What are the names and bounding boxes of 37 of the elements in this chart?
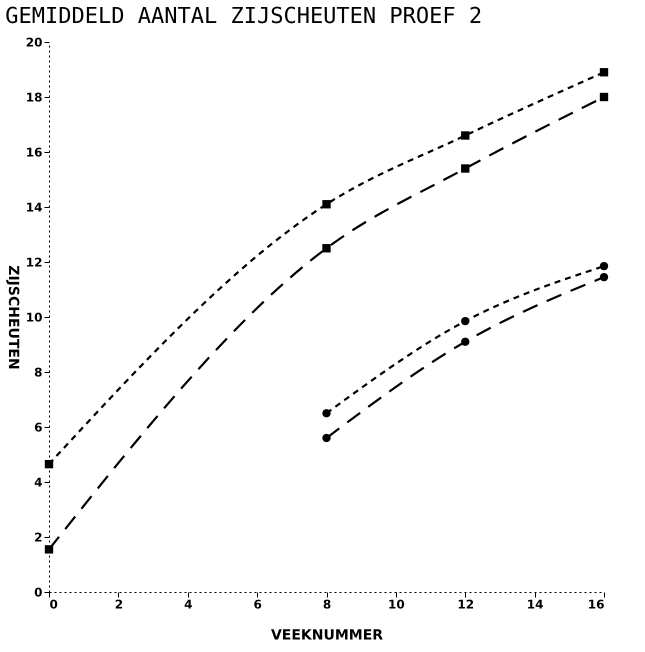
x-tick-label: 12 (457, 598, 474, 612)
x-tick-label: 2 (114, 598, 124, 612)
point (44, 460, 54, 468)
point (322, 244, 331, 252)
point (600, 68, 608, 76)
point (322, 409, 331, 418)
point (322, 200, 331, 208)
x-tick-label: 6 (253, 598, 262, 612)
y-tick-label: 6 (34, 420, 42, 434)
x-axis-title: VEEKNUMMER (270, 628, 384, 644)
x-tick-label: 14 (526, 598, 544, 612)
point (461, 164, 470, 173)
y-tick-label: 0 (34, 586, 42, 600)
point (461, 316, 470, 326)
x-tick-label: 8 (322, 598, 332, 612)
point (44, 545, 54, 554)
point (600, 272, 608, 282)
y-tick-label: 16 (26, 146, 42, 160)
x-tick-label: 10 (388, 598, 405, 612)
y-tick-label: 12 (26, 256, 42, 270)
y-tick-label: 2 (34, 530, 42, 544)
chart-title: GEMIDDELD AANTAL ZIJSCHEUTEN PROEF 2 (5, 4, 482, 29)
point (461, 338, 470, 346)
y-tick-label: 20 (26, 36, 42, 50)
y-tick-label: 14 (26, 200, 42, 214)
point (322, 434, 331, 442)
y-tick-label: 8 (34, 366, 42, 380)
y-tick-label: 10 (26, 310, 42, 324)
x-tick-label: 0 (50, 598, 58, 612)
point (600, 262, 608, 270)
y-axis-title: ZIJSCHEUTEN (4, 265, 21, 370)
x-tick-label: 16 (588, 598, 604, 612)
y-tick-label: 4 (34, 476, 42, 490)
point (461, 131, 470, 140)
point (600, 92, 608, 102)
x-tick-label: 4 (184, 598, 192, 612)
y-tick-label: 18 (26, 90, 42, 104)
